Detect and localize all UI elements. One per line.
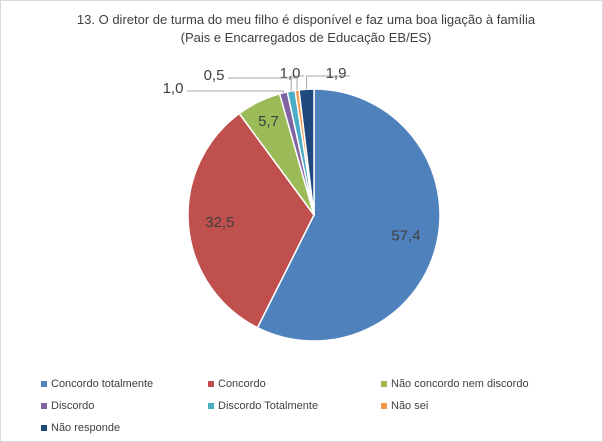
legend-label: Concordo totalmente [51, 378, 153, 390]
legend-swatch [381, 403, 387, 409]
legend-label: Discordo Totalmente [218, 400, 318, 412]
leader-line [305, 75, 350, 90]
data-label: 0,5 [204, 67, 225, 84]
data-label: 5,7 [258, 113, 279, 130]
pie-slice [256, 88, 441, 342]
leader-line [187, 90, 284, 93]
legend-label: Discordo [51, 400, 94, 412]
data-label: 57,4 [391, 228, 420, 245]
legend-label: Não concordo nem discordo [391, 378, 529, 390]
pie-slice [298, 88, 315, 216]
data-label: 1,0 [163, 80, 184, 97]
leader-line [228, 77, 298, 91]
legend-label: Concordo [218, 378, 266, 390]
chart-title: 13. O diretor de turma do meu filho é di… [76, 12, 536, 45]
legend-swatch [41, 381, 47, 387]
data-label: 32,5 [205, 214, 234, 231]
legend-swatch [41, 403, 47, 409]
data-label: 1,9 [326, 65, 347, 82]
legend-label: Não sei [391, 400, 428, 412]
legend-label: Não responde [51, 422, 120, 434]
leader-line [290, 75, 304, 92]
pie-slice [187, 112, 315, 329]
legend-swatch [208, 381, 214, 387]
legend-swatch [381, 381, 387, 387]
legend-swatch [41, 425, 47, 431]
legend-swatch [208, 403, 214, 409]
